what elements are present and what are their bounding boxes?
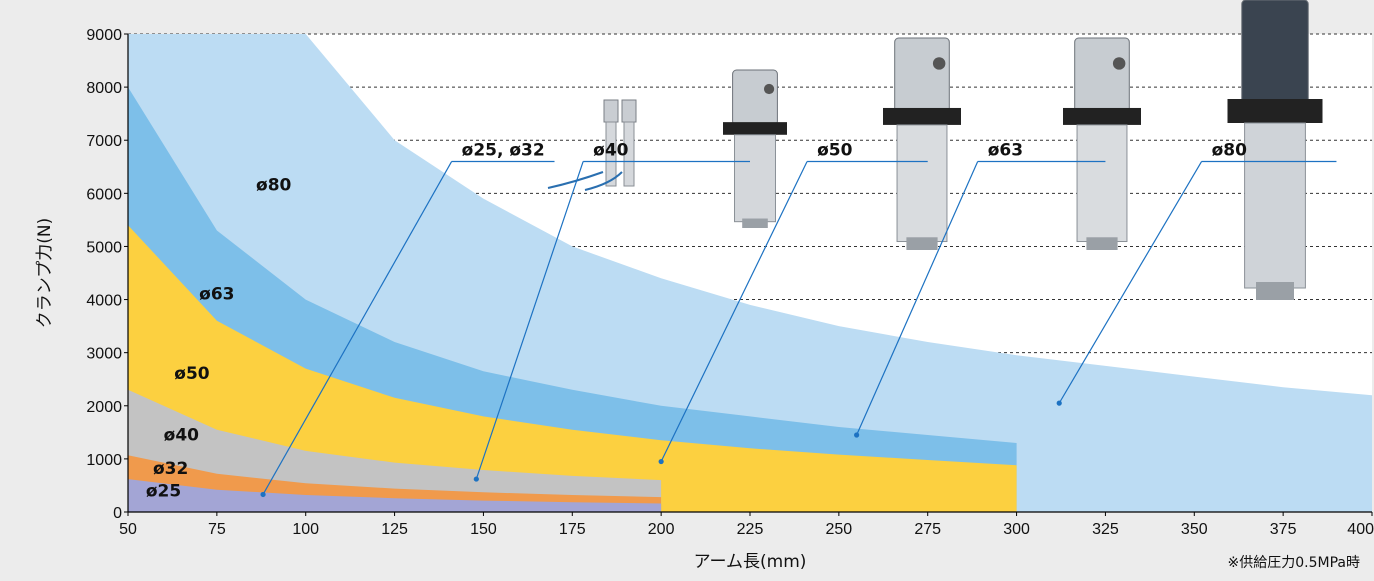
x-tick-label: 325 xyxy=(1092,521,1119,538)
callout-label: ø63 xyxy=(988,140,1023,160)
pressure-note: ※供給圧力0.5MPa時 xyxy=(1228,555,1360,571)
clamp-40-image xyxy=(723,69,787,228)
callout-80: ø80 xyxy=(1056,140,1337,406)
y-tick-label: 2000 xyxy=(86,399,122,416)
x-tick-label: 225 xyxy=(737,521,764,538)
area-label-63: ø63 xyxy=(199,285,234,305)
area-label-32: ø32 xyxy=(153,459,188,479)
x-tick-label: 50 xyxy=(119,521,137,538)
callout-50: ø50 xyxy=(658,140,928,465)
callout-leader xyxy=(856,161,979,436)
small-clamp-pair-image xyxy=(547,99,637,191)
callout-2532: ø25, ø32 xyxy=(260,140,555,498)
area-50 xyxy=(128,225,1017,512)
series-areas xyxy=(128,34,1372,512)
area-label-25: ø25 xyxy=(146,482,181,502)
x-tick-label: 200 xyxy=(648,521,675,538)
x-tick-label: 375 xyxy=(1270,521,1297,538)
callout-leader xyxy=(660,161,808,462)
x-tick-label: 350 xyxy=(1181,521,1208,538)
y-tick-label: 5000 xyxy=(86,239,122,256)
callout-leader xyxy=(262,161,453,495)
callouts: ø25, ø32 ø40 ø50 ø63 ø80 xyxy=(260,140,1337,498)
callout-point xyxy=(1056,400,1062,406)
x-tick-label: 125 xyxy=(381,521,408,538)
callout-leader xyxy=(475,161,584,480)
y-tick-label: 6000 xyxy=(86,186,122,203)
x-tick-label: 75 xyxy=(208,521,226,538)
callout-label: ø80 xyxy=(1212,140,1248,160)
x-tick-label: 300 xyxy=(1003,521,1030,538)
area-25 xyxy=(128,479,662,512)
clamp-50-image xyxy=(883,37,961,250)
callout-label: ø40 xyxy=(593,140,629,160)
callout-point xyxy=(854,432,860,438)
callout-label: ø50 xyxy=(817,140,853,160)
callout-point xyxy=(473,476,479,482)
x-tick-label: 150 xyxy=(470,521,497,538)
area-label-80: ø80 xyxy=(256,176,292,196)
x-tick-label: 400 xyxy=(1347,521,1374,538)
y-tick-label: 8000 xyxy=(86,80,122,97)
y-tick-label: 0 xyxy=(113,505,122,522)
y-tick-label: 3000 xyxy=(86,346,122,363)
callout-40: ø40 xyxy=(473,140,750,482)
y-tick-label: 4000 xyxy=(86,293,122,310)
x-tick-label: 100 xyxy=(292,521,319,538)
clamp-80-image xyxy=(1227,0,1323,300)
area-label-40: ø40 xyxy=(164,425,200,445)
y-axis-label: クランプ力(N) xyxy=(35,218,55,328)
clamp-63-image xyxy=(1063,37,1141,250)
callout-63: ø63 xyxy=(854,140,1106,438)
x-axis-label: アーム長(mm) xyxy=(694,552,807,572)
product-images xyxy=(547,0,1323,300)
x-tick-label: 250 xyxy=(826,521,853,538)
callout-label: ø25, ø32 xyxy=(462,140,545,160)
callout-leader xyxy=(1058,161,1203,404)
y-tick-label: 9000 xyxy=(86,27,122,44)
area-labels: ø80 ø63 ø50 ø40 ø32 ø25 xyxy=(146,176,292,502)
y-tick-label: 1000 xyxy=(86,452,122,469)
x-tick-label: 175 xyxy=(559,521,586,538)
callout-point xyxy=(658,458,664,465)
y-tick-label: 7000 xyxy=(86,133,122,150)
axes: 0 1000 2000 3000 4000 5000 6000 7000 8000 9000 50 7… xyxy=(86,27,1374,538)
x-tick-label: 275 xyxy=(914,521,941,538)
area-label-50: ø50 xyxy=(174,364,210,384)
callout-point xyxy=(260,491,266,498)
